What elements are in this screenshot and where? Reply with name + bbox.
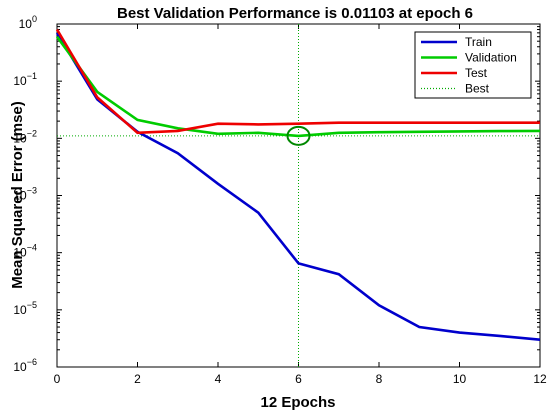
- y-tick-label: 10−2: [13, 128, 37, 145]
- x-axis-label: 12 Epochs: [260, 394, 335, 411]
- best-point-marker: [286, 125, 311, 146]
- y-tick-label: 10−3: [13, 186, 37, 203]
- chart-title: Best Validation Performance is 0.01103 a…: [117, 5, 473, 22]
- y-tick-label: 10−1: [13, 71, 37, 88]
- y-tick-label: 10−6: [13, 357, 37, 374]
- series-lines: [55, 28, 541, 341]
- y-tick-label: 10−4: [13, 243, 37, 260]
- legend-label-test: Test: [465, 66, 488, 80]
- axis-ticks: 0 2 4 6 8 10 12 100 10−1 10−2 10−3 10−4 10−5 10−6: [13, 14, 547, 386]
- x-tick-label: 10: [453, 372, 467, 386]
- legend-label-best: Best: [465, 82, 490, 96]
- y-axis-label: Mean Squared Error (mse): [9, 101, 26, 289]
- series-line-validation: [55, 35, 541, 138]
- y-tick-label: 10−5: [13, 300, 37, 317]
- x-tick-label: 4: [215, 372, 222, 386]
- series-line-test: [55, 28, 540, 135]
- legend-label-train: Train: [465, 35, 492, 49]
- y-tick-label: 100: [19, 14, 37, 31]
- legend-label-validation: Validation: [465, 51, 517, 65]
- x-tick-label: 0: [54, 372, 61, 386]
- x-tick-label: 6: [295, 372, 302, 386]
- best-markers: [57, 24, 540, 367]
- x-tick-label: 8: [376, 372, 383, 386]
- x-tick-label: 2: [134, 372, 141, 386]
- x-tick-label: 12: [533, 372, 547, 386]
